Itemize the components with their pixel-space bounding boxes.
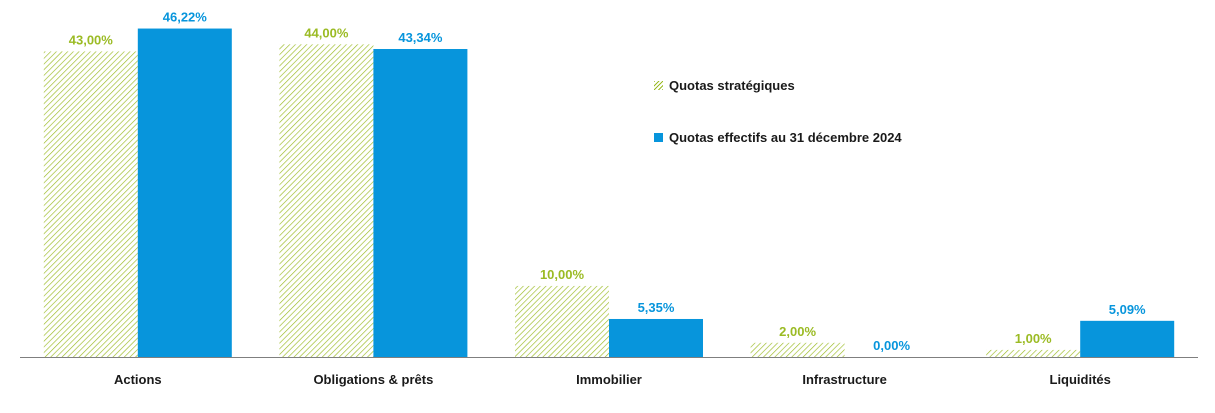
category-label-liquidites: Liquidités [1050,372,1111,387]
category-label-immobilier: Immobilier [576,372,642,387]
bar-effective-actions [137,28,232,358]
bar-strategic-obligations-prets [279,44,374,357]
category-label-infrastructure: Infrastructure [802,372,887,387]
value-label-strategic-liquidites: 1,00% [1015,331,1052,346]
value-label-strategic-infrastructure: 2,00% [779,324,816,339]
value-label-effective-immobilier: 5,35% [638,300,675,315]
value-label-effective-actions: 46,22% [163,10,208,25]
value-label-effective-liquidites: 5,09% [1109,302,1146,317]
bar-effective-liquidites [1080,320,1175,357]
legend-item-strategic: Quotas stratégiques [654,76,902,94]
bar-strategic-immobilier [515,285,609,357]
value-label-strategic-actions: 43,00% [69,32,114,47]
category-label-obligations-prets: Obligations & prêts [313,372,433,387]
legend: Quotas stratégiques Quotas effectifs au … [654,76,902,180]
value-label-strategic-obligations-prets: 44,00% [304,25,349,40]
bar-strategic-infrastructure [750,342,845,357]
legend-item-effective: Quotas effectifs au 31 décembre 2024 [654,128,902,146]
legend-swatch-hatched [654,80,663,90]
value-labels-group: 43,00% 46,22% 44,00% 43,34% 10,00% 5,35% 2,00%… [69,10,1146,353]
bar-strategic-liquidites [986,349,1081,357]
bar-strategic-actions [43,51,138,357]
value-label-effective-obligations-prets: 43,34% [398,30,443,45]
legend-swatch-solid [654,132,663,142]
value-label-strategic-immobilier: 10,00% [540,267,585,282]
category-label-actions: Actions [114,372,162,387]
legend-label-effective: Quotas effectifs au 31 décembre 2024 [669,129,902,145]
bars-group [43,28,1175,358]
bar-effective-immobilier [609,318,703,357]
bar-effective-obligations-prets [373,49,468,357]
value-label-effective-infrastructure: 0,00% [873,338,910,353]
legend-label-strategic: Quotas stratégiques [669,77,795,93]
category-labels-group: Actions Obligations & prêts Immobilier Infr… [114,372,1111,387]
